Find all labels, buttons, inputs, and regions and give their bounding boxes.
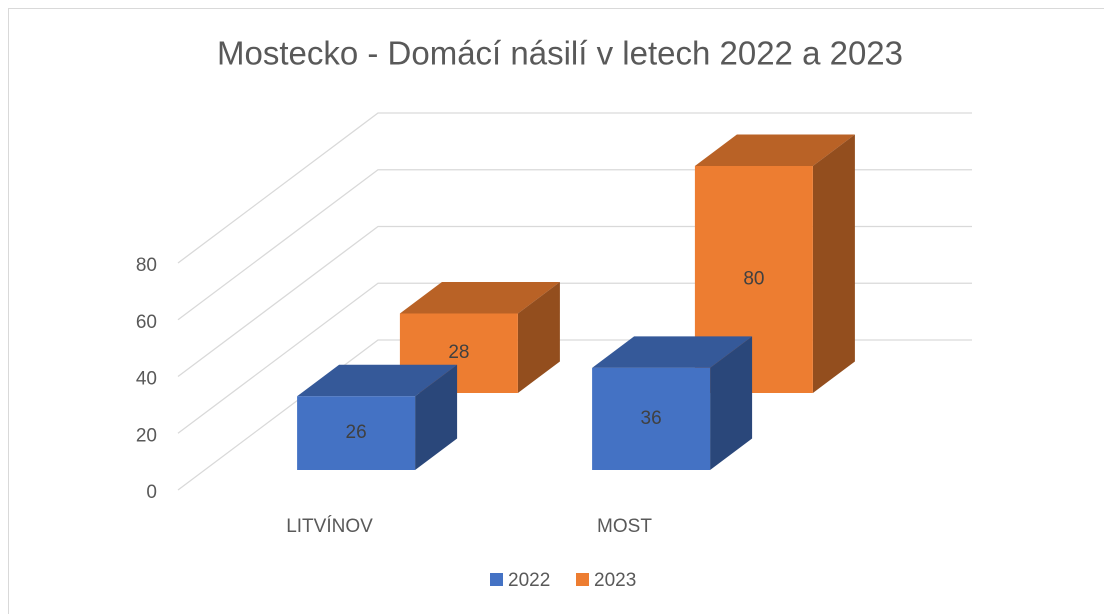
data-label: 28 [448, 342, 469, 363]
x-tick-label: LITVÍNOV [286, 516, 373, 537]
bar [592, 336, 753, 471]
bar-side [415, 364, 458, 471]
legend-swatch [490, 573, 503, 586]
y-tick-label: 80 [136, 255, 157, 276]
grid-line [177, 112, 972, 264]
legend-label: 2022 [508, 570, 550, 591]
bar-top [694, 134, 855, 166]
bar-front [694, 165, 813, 393]
y-tick-label: 20 [136, 425, 157, 446]
bar-side [812, 134, 855, 393]
bar-top [399, 282, 560, 314]
bar-side [710, 336, 753, 471]
bar-side [517, 282, 560, 393]
x-tick-label: MOST [597, 516, 652, 537]
y-tick-label: 40 [136, 369, 157, 390]
data-label: 36 [641, 408, 662, 429]
chart-title: Mostecko - Domácí násilí v letech 2022 a… [217, 35, 903, 72]
bar-top [297, 364, 458, 397]
legend-label: 2023 [594, 570, 636, 591]
legend-swatch [576, 573, 589, 586]
bar-top [592, 336, 753, 368]
bar [297, 364, 458, 471]
data-label: 26 [346, 422, 367, 443]
bar-front [592, 367, 711, 471]
y-tick-label: 0 [146, 482, 157, 503]
y-tick-label: 60 [136, 312, 157, 333]
bar [694, 134, 855, 393]
bar-front [297, 396, 416, 471]
data-label: 80 [743, 268, 764, 289]
